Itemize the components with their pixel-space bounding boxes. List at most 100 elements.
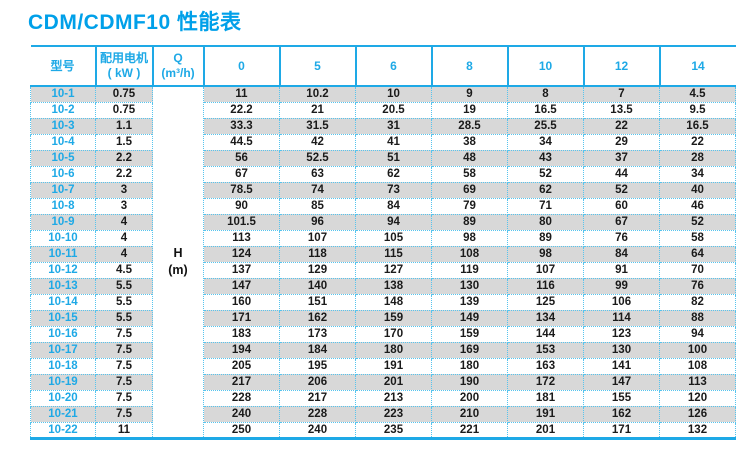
motor-power-cell: 11 [95, 421, 153, 439]
table-row: 10-7 3 78.5 74 73 69 62 52 40 [30, 181, 736, 199]
head-value-cell: 159 [355, 309, 432, 327]
head-value-cell: 138 [355, 277, 432, 295]
model-cell: 10-13 [30, 277, 96, 295]
head-value-cell: 116 [507, 277, 584, 295]
head-value-cell: 148 [355, 293, 432, 311]
head-value-cell: 10.2 [279, 85, 356, 103]
head-value-cell: 171 [203, 309, 280, 327]
head-value-cell: 228 [279, 405, 356, 423]
head-value-cell: 84 [355, 197, 432, 215]
motor-power-cell: 4 [95, 245, 153, 263]
head-value-cell: 240 [279, 421, 356, 439]
model-cell: 10-11 [30, 245, 96, 263]
motor-power-cell: 0.75 [95, 101, 153, 119]
head-value-cell: 98 [507, 245, 584, 263]
head-value-cell: 62 [507, 181, 584, 199]
performance-table: 型号 配用电机 ( kW ) Q (m³/h) 0 5 6 8 10 12 14… [30, 45, 736, 440]
head-value-cell: 67 [583, 213, 660, 231]
head-value-cell: 123 [583, 325, 660, 343]
col-header-motor: 配用电机 ( kW ) [94, 46, 153, 87]
head-value-cell: 147 [583, 373, 660, 391]
table-row: 10-14 5.5 160 151 148 139 125 106 82 [30, 293, 736, 311]
head-value-cell: 120 [659, 389, 736, 407]
head-value-cell: 149 [431, 309, 508, 327]
table-row: 10-12 4.5 137 129 127 119 107 91 70 [30, 261, 736, 279]
table-row: 10-13 5.5 147 140 138 130 116 99 76 [30, 277, 736, 295]
head-value-cell: 7 [583, 85, 660, 103]
model-cell: 10-1 [30, 85, 96, 103]
head-value-cell: 200 [431, 389, 508, 407]
col-header-flow-14: 14 [658, 46, 736, 87]
head-value-cell: 89 [431, 213, 508, 231]
head-value-cell: 9.5 [659, 101, 736, 119]
head-value-cell: 119 [431, 261, 508, 279]
head-value-cell: 221 [431, 421, 508, 439]
model-cell: 10-17 [30, 341, 96, 359]
head-value-cell: 79 [431, 197, 508, 215]
motor-label-line1: 配用电机 [99, 51, 148, 65]
table-row: 10-3 1.1 33.3 31.5 31 28.5 25.5 22 16.5 [30, 117, 736, 135]
head-value-cell: 34 [507, 133, 584, 151]
head-value-cell: 250 [203, 421, 280, 439]
col-header-flow-12: 12 [582, 46, 660, 87]
head-value-cell: 159 [431, 325, 508, 343]
head-value-cell: 33.3 [203, 117, 280, 135]
head-value-cell: 52 [583, 181, 660, 199]
head-value-cell: 127 [355, 261, 432, 279]
head-value-cell: 172 [507, 373, 584, 391]
head-value-cell: 22 [583, 117, 660, 135]
head-value-cell: 63 [279, 165, 356, 183]
table-row: 10-8 3 90 85 84 79 71 60 46 [30, 197, 736, 215]
head-value-cell: 151 [279, 293, 356, 311]
table-row: 10-15 5.5 171 162 159 149 134 114 88 [30, 309, 736, 327]
head-value-cell: 162 [583, 405, 660, 423]
motor-power-cell: 5.5 [95, 293, 153, 311]
motor-power-cell: 4 [95, 213, 153, 231]
model-cell: 10-14 [30, 293, 96, 311]
head-value-cell: 22.2 [203, 101, 280, 119]
head-value-cell: 51 [355, 149, 432, 167]
col-header-flow-8: 8 [430, 46, 508, 87]
head-value-cell: 180 [431, 357, 508, 375]
head-value-cell: 11 [203, 85, 280, 103]
head-value-cell: 16.5 [507, 101, 584, 119]
motor-power-cell: 3 [95, 181, 153, 199]
head-value-cell: 153 [507, 341, 584, 359]
head-unit: (m) [168, 262, 188, 277]
head-value-cell: 240 [203, 405, 280, 423]
head-unit-cell: H (m) [152, 85, 204, 439]
table-row: 10-10 4 113 107 105 98 89 76 58 [30, 229, 736, 247]
head-value-cell: 130 [431, 277, 508, 295]
head-value-cell: 217 [203, 373, 280, 391]
head-value-cell: 8 [507, 85, 584, 103]
head-value-cell: 140 [279, 277, 356, 295]
head-value-cell: 147 [203, 277, 280, 295]
head-value-cell: 82 [659, 293, 736, 311]
head-value-cell: 126 [659, 405, 736, 423]
head-value-cell: 181 [507, 389, 584, 407]
head-value-cell: 52 [507, 165, 584, 183]
head-value-cell: 25.5 [507, 117, 584, 135]
table-row: 10-21 7.5 240 228 223 210 191 162 126 [30, 405, 736, 423]
col-header-flow-6: 6 [354, 46, 432, 87]
head-value-cell: 73 [355, 181, 432, 199]
model-cell: 10-12 [30, 261, 96, 279]
head-value-cell: 191 [355, 357, 432, 375]
head-value-cell: 108 [659, 357, 736, 375]
head-value-cell: 34 [659, 165, 736, 183]
head-value-cell: 132 [659, 421, 736, 439]
table-row: 10-9 4 101.5 96 94 89 80 67 52 [30, 213, 736, 231]
motor-power-cell: 2.2 [95, 165, 153, 183]
head-value-cell: 40 [659, 181, 736, 199]
head-value-cell: 56 [203, 149, 280, 167]
head-value-cell: 62 [355, 165, 432, 183]
model-cell: 10-10 [30, 229, 96, 247]
head-value-cell: 88 [659, 309, 736, 327]
head-value-cell: 108 [431, 245, 508, 263]
head-value-cell: 10 [355, 85, 432, 103]
model-cell: 10-19 [30, 373, 96, 391]
head-value-cell: 206 [279, 373, 356, 391]
head-value-cell: 91 [583, 261, 660, 279]
head-value-cell: 115 [355, 245, 432, 263]
head-value-cell: 52 [659, 213, 736, 231]
